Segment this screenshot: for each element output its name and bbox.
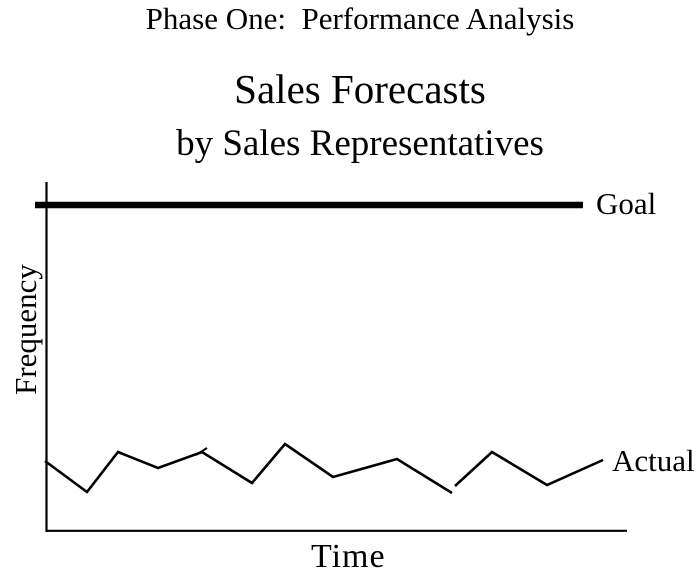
actual-line — [44, 442, 453, 495]
chart-subtitle: by Sales Representatives — [176, 123, 544, 164]
actual-series-label: Actual — [612, 443, 695, 478]
phase-header: Phase One: Performance Analysis — [145, 1, 575, 36]
actual-notch-artifact — [195, 447, 208, 456]
series-layer — [35, 201, 604, 495]
y-axis-label: Frequency — [8, 264, 43, 395]
x-axis-label: Time — [311, 538, 386, 575]
goal-series-label: Goal — [596, 186, 657, 221]
actual-line-continued — [454, 450, 604, 487]
chart-title: Sales Forecasts — [234, 66, 486, 112]
